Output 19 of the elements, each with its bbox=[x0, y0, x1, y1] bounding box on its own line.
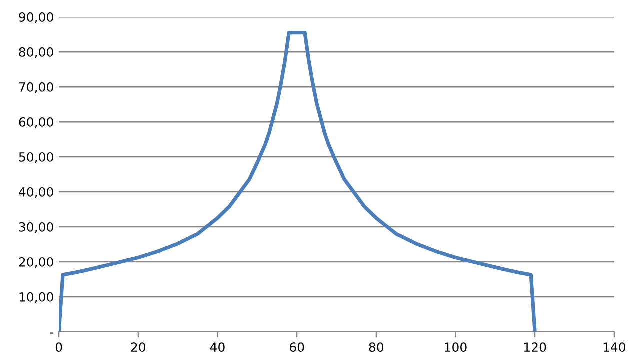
x-tick-label: 120 bbox=[524, 342, 546, 352]
y-tick-label: 90,00 bbox=[19, 12, 54, 24]
x-tick-label: 100 bbox=[445, 342, 467, 352]
x-tick-label: 40 bbox=[210, 342, 225, 352]
y-tick-label: 30,00 bbox=[19, 222, 54, 234]
x-tick-label: 80 bbox=[369, 342, 384, 352]
x-tick-label: 20 bbox=[131, 342, 146, 352]
line-series bbox=[59, 30, 537, 332]
y-tick-label: 60,00 bbox=[19, 117, 54, 128]
y-tick-label: 40,00 bbox=[19, 187, 54, 198]
x-tick-label: 140 bbox=[604, 342, 626, 352]
x-tick-label: 60 bbox=[290, 342, 304, 352]
x-tick-label: 0 bbox=[56, 342, 62, 352]
y-tick-label: 20,00 bbox=[19, 257, 54, 268]
y-tick-label: 80,00 bbox=[19, 47, 54, 58]
y-tick-label: 70,00 bbox=[19, 82, 54, 94]
y-tick-label: 50,00 bbox=[19, 152, 54, 164]
y-tick-label: - bbox=[50, 332, 54, 334]
y-tick-label: 10,00 bbox=[20, 292, 54, 304]
